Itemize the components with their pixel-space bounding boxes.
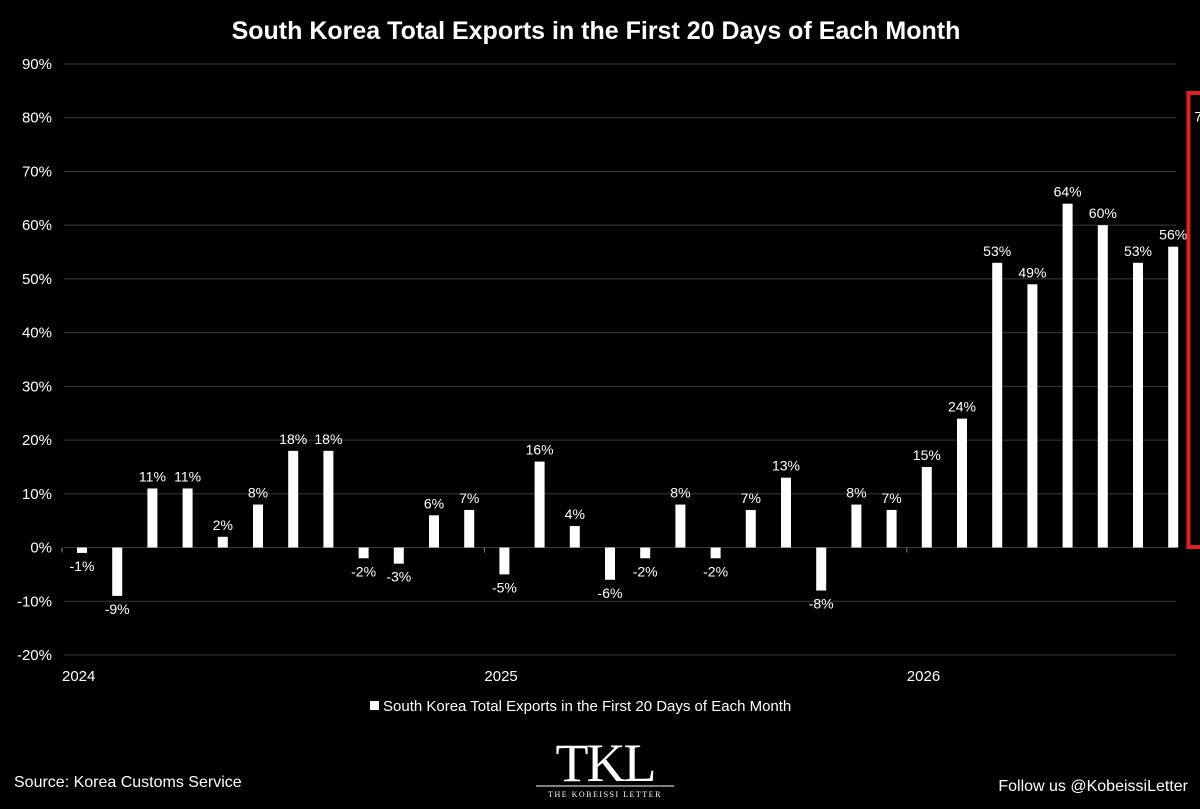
bar xyxy=(675,504,686,548)
logo-mark: TKL xyxy=(556,733,655,793)
data-label: -5% xyxy=(492,579,517,595)
bar xyxy=(745,509,756,548)
data-label: 11% xyxy=(139,468,166,484)
data-label: -8% xyxy=(809,596,834,612)
y-tick-label: 40% xyxy=(22,325,52,342)
bar xyxy=(1062,203,1073,548)
bar xyxy=(393,547,404,564)
legend: South Korea Total Exports in the First 2… xyxy=(370,698,791,715)
bar xyxy=(1168,246,1179,548)
data-labels: -1% -9% 11% 11% 2% 8% 18% 18% -2% -3% 6% 7% -5% 16% 4%… xyxy=(70,108,1200,616)
y-tick-label: 80% xyxy=(22,110,52,127)
bar xyxy=(816,547,827,591)
y-tick-label: 0% xyxy=(30,540,52,557)
data-label: -2% xyxy=(633,563,658,579)
y-tick-label: 30% xyxy=(22,378,52,395)
data-label: 18% xyxy=(314,431,342,447)
bar xyxy=(182,488,193,548)
bars xyxy=(77,203,1179,596)
bar xyxy=(1027,284,1038,548)
highlight-box xyxy=(1186,91,1200,549)
data-label: 15% xyxy=(913,447,941,463)
bar xyxy=(851,504,862,548)
bar xyxy=(112,547,123,596)
data-label: -1% xyxy=(70,558,95,574)
bar xyxy=(957,418,967,548)
grid xyxy=(64,63,1176,656)
bar xyxy=(921,466,932,548)
legend-swatch xyxy=(370,701,379,710)
logo: TKL THE KOBEISSI LETTER xyxy=(536,733,674,799)
follow-note: Follow us @KobeissiLetter xyxy=(998,778,1188,795)
y-tick-label: -20% xyxy=(17,647,52,664)
data-label: 4% xyxy=(565,506,585,522)
data-label: -3% xyxy=(386,569,411,585)
chart-title: South Korea Total Exports in the First 2… xyxy=(232,17,961,45)
data-label: -2% xyxy=(351,563,376,579)
bar xyxy=(217,536,228,548)
data-label: 78% xyxy=(1194,108,1200,124)
data-label: 24% xyxy=(948,399,976,415)
bar xyxy=(323,450,334,548)
bar xyxy=(1097,225,1108,548)
y-tick-label: 10% xyxy=(22,486,52,503)
highlight xyxy=(1186,91,1200,549)
data-label: -9% xyxy=(105,601,130,617)
bar xyxy=(253,504,263,548)
y-tick-label: 60% xyxy=(22,217,52,234)
bar xyxy=(147,488,158,548)
source-note: Source: Korea Customs Service xyxy=(14,774,242,791)
data-label: 11% xyxy=(174,468,201,484)
data-label: 7% xyxy=(741,490,761,506)
y-tick-label: 50% xyxy=(22,271,52,288)
data-label: 64% xyxy=(1054,184,1082,200)
data-label: 8% xyxy=(670,485,690,501)
bar xyxy=(640,547,651,559)
logo-subtitle: THE KOBEISSI LETTER xyxy=(548,790,662,799)
data-label: 8% xyxy=(846,485,866,501)
bar xyxy=(499,547,510,575)
data-label: 6% xyxy=(424,495,444,511)
y-tick-label: 70% xyxy=(22,163,52,180)
bar xyxy=(358,547,369,559)
data-label: 56% xyxy=(1159,227,1187,243)
y-tick-label: 20% xyxy=(22,432,52,449)
data-label: 7% xyxy=(459,490,479,506)
x-axis: 2024 2025 2026 xyxy=(61,547,940,685)
data-label: -6% xyxy=(598,585,623,601)
y-axis: -20% -10% 0% 10% 20% 30% 40% 50% 60% 70% 80% 90% xyxy=(17,56,52,664)
x-tick-label: 2024 xyxy=(62,668,95,685)
bar xyxy=(534,461,545,548)
data-label: 13% xyxy=(772,458,800,474)
data-label: 2% xyxy=(213,517,233,533)
legend-label: South Korea Total Exports in the First 2… xyxy=(383,698,791,715)
bar xyxy=(77,547,87,553)
data-label: -2% xyxy=(703,563,728,579)
bar xyxy=(569,526,580,548)
bar xyxy=(429,515,439,548)
data-label: 60% xyxy=(1089,205,1117,221)
bar xyxy=(886,509,897,548)
data-label: 49% xyxy=(1018,264,1046,280)
data-label: 53% xyxy=(1124,243,1152,259)
bar xyxy=(288,450,299,548)
y-tick-label: -10% xyxy=(17,593,52,610)
data-label: 8% xyxy=(248,485,268,501)
y-tick-label: 90% xyxy=(22,56,52,73)
data-label: 53% xyxy=(983,243,1011,259)
data-label: 7% xyxy=(881,490,901,506)
bar xyxy=(605,547,615,580)
x-tick-label: 2025 xyxy=(484,668,517,685)
bar xyxy=(781,477,791,548)
bar xyxy=(710,547,721,559)
bar xyxy=(992,262,1003,548)
data-label: 18% xyxy=(279,431,307,447)
bar xyxy=(464,509,475,548)
x-tick-label: 2026 xyxy=(907,668,940,685)
data-label: 16% xyxy=(526,442,554,458)
bar xyxy=(1133,262,1143,548)
